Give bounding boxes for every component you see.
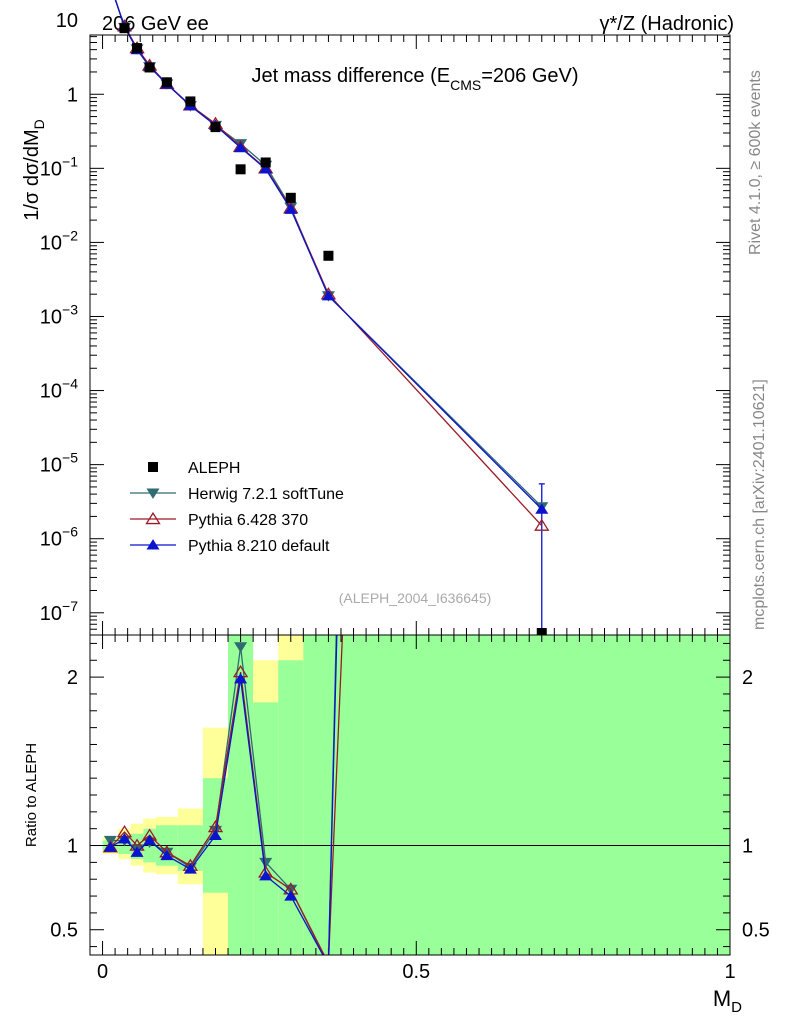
ratio-point <box>208 829 222 840</box>
header-process-label: γ*/Z (Hadronic) <box>600 13 734 35</box>
ratio-series-2 <box>103 635 338 955</box>
lower-axis-ticks <box>90 635 731 955</box>
upper-axis-ticks <box>90 35 731 635</box>
x-tick-labels: 0 0.5 1 <box>97 961 736 983</box>
ratio-point <box>143 834 157 846</box>
analysis-tag: (ALEPH_2004_I636645) <box>339 590 492 606</box>
plot-title: Jet mass difference (ECMS=206 GeV) <box>251 65 578 93</box>
band-green <box>253 702 279 955</box>
data-point <box>536 628 547 638</box>
ratio-point <box>234 672 248 684</box>
rivet-version-label: Rivet 4.1.0, ≥ 600k events <box>747 70 764 255</box>
y-tick-label: 10−2 <box>40 227 78 254</box>
band-green <box>278 660 304 955</box>
y-tick-label: 10−6 <box>40 524 78 551</box>
y-tick-label: 10−4 <box>40 376 78 403</box>
x-tick-label: 1 <box>724 961 735 983</box>
upper-series-layer <box>114 0 550 638</box>
series-point <box>535 503 549 514</box>
series-point <box>534 518 550 531</box>
series-point <box>284 203 298 214</box>
lower-y-axis-label: Ratio to ALEPH <box>23 743 40 847</box>
ratio-point <box>118 832 132 844</box>
ratio-point <box>259 857 273 869</box>
mcplots-reference-label: mcplots.cern.ch [arXiv:2401.10621] <box>751 379 768 630</box>
lower-y-tick-labels: 2 2 1 1 0.5 0.5 <box>50 667 770 942</box>
y-tick-label: 10 <box>56 10 78 32</box>
y-tick-label: 10−3 <box>40 301 78 328</box>
ratio-tick-label-left: 2 <box>67 667 78 689</box>
ratio-tick-label-left: 1 <box>67 836 78 858</box>
data-point <box>323 250 334 261</box>
band-green <box>228 635 254 955</box>
y-tick-label: 10−5 <box>40 450 78 477</box>
ratio-point <box>130 846 144 857</box>
ratio-uncertainty-bands <box>102 635 730 955</box>
data-point <box>185 96 196 107</box>
data-point <box>210 122 221 133</box>
band-green <box>303 635 730 955</box>
series-point <box>259 163 273 174</box>
data-point <box>132 43 143 54</box>
legend-label: Herwig 7.2.1 softTune <box>188 486 344 503</box>
legend-label: ALEPH <box>188 460 240 477</box>
aleph-data-group <box>119 23 547 638</box>
ratio-point <box>183 863 197 874</box>
ratio-tick-label-right: 0.5 <box>742 920 770 942</box>
data-point <box>285 192 296 203</box>
lower-panel: 2 21 10.5 0.5 Ratio to ALEPH 0 0.5 1 MD <box>23 634 770 1016</box>
data-point <box>161 77 172 88</box>
lower-series-layer <box>102 635 344 955</box>
series-point <box>234 141 248 153</box>
upper-panel: 10310210110−110−210−310−410−510−610−7 Je… <box>21 0 731 638</box>
upper-y-axis-label: 1/σ dσ/dMD <box>21 119 47 221</box>
upper-y-tick-labels: 10310210110−110−210−310−410−510−610−7 <box>40 10 78 625</box>
y-tick-label: 1 <box>67 84 78 106</box>
legend-marker <box>146 488 160 499</box>
series-point <box>321 289 335 301</box>
x-tick-label: 0 <box>97 961 108 983</box>
y-tick-label: 10−7 <box>40 598 78 625</box>
ratio-tick-label-right: 1 <box>742 836 753 858</box>
upper-plot-frame <box>89 34 731 636</box>
x-axis-label: MD <box>713 986 742 1016</box>
legend-marker <box>146 539 160 550</box>
ratio-point <box>284 890 298 901</box>
legend-marker <box>145 511 161 525</box>
legend-label: Pythia 6.428 370 <box>188 512 308 529</box>
data-point <box>260 157 271 168</box>
data-point <box>144 62 155 73</box>
ratio-point <box>160 849 174 861</box>
y-tick-label: 10−1 <box>40 153 78 180</box>
data-point <box>235 164 246 175</box>
x-tick-label: 0.5 <box>402 961 430 983</box>
ratio-tick-label-right: 2 <box>742 667 753 689</box>
legend: ALEPH Herwig 7.2.1 softTune Pythia 6.428 3… <box>130 460 344 555</box>
data-point <box>119 23 130 34</box>
lower-plot-frame <box>89 634 731 956</box>
ratio-tick-label-left: 0.5 <box>50 920 78 942</box>
header-energy-label: 206 GeV ee <box>102 13 209 35</box>
ratio-point <box>259 869 273 881</box>
legend-label: Pythia 8.210 default <box>188 538 330 555</box>
legend-marker <box>148 462 158 472</box>
ratio-point <box>234 642 248 653</box>
ratio-point <box>103 841 117 852</box>
